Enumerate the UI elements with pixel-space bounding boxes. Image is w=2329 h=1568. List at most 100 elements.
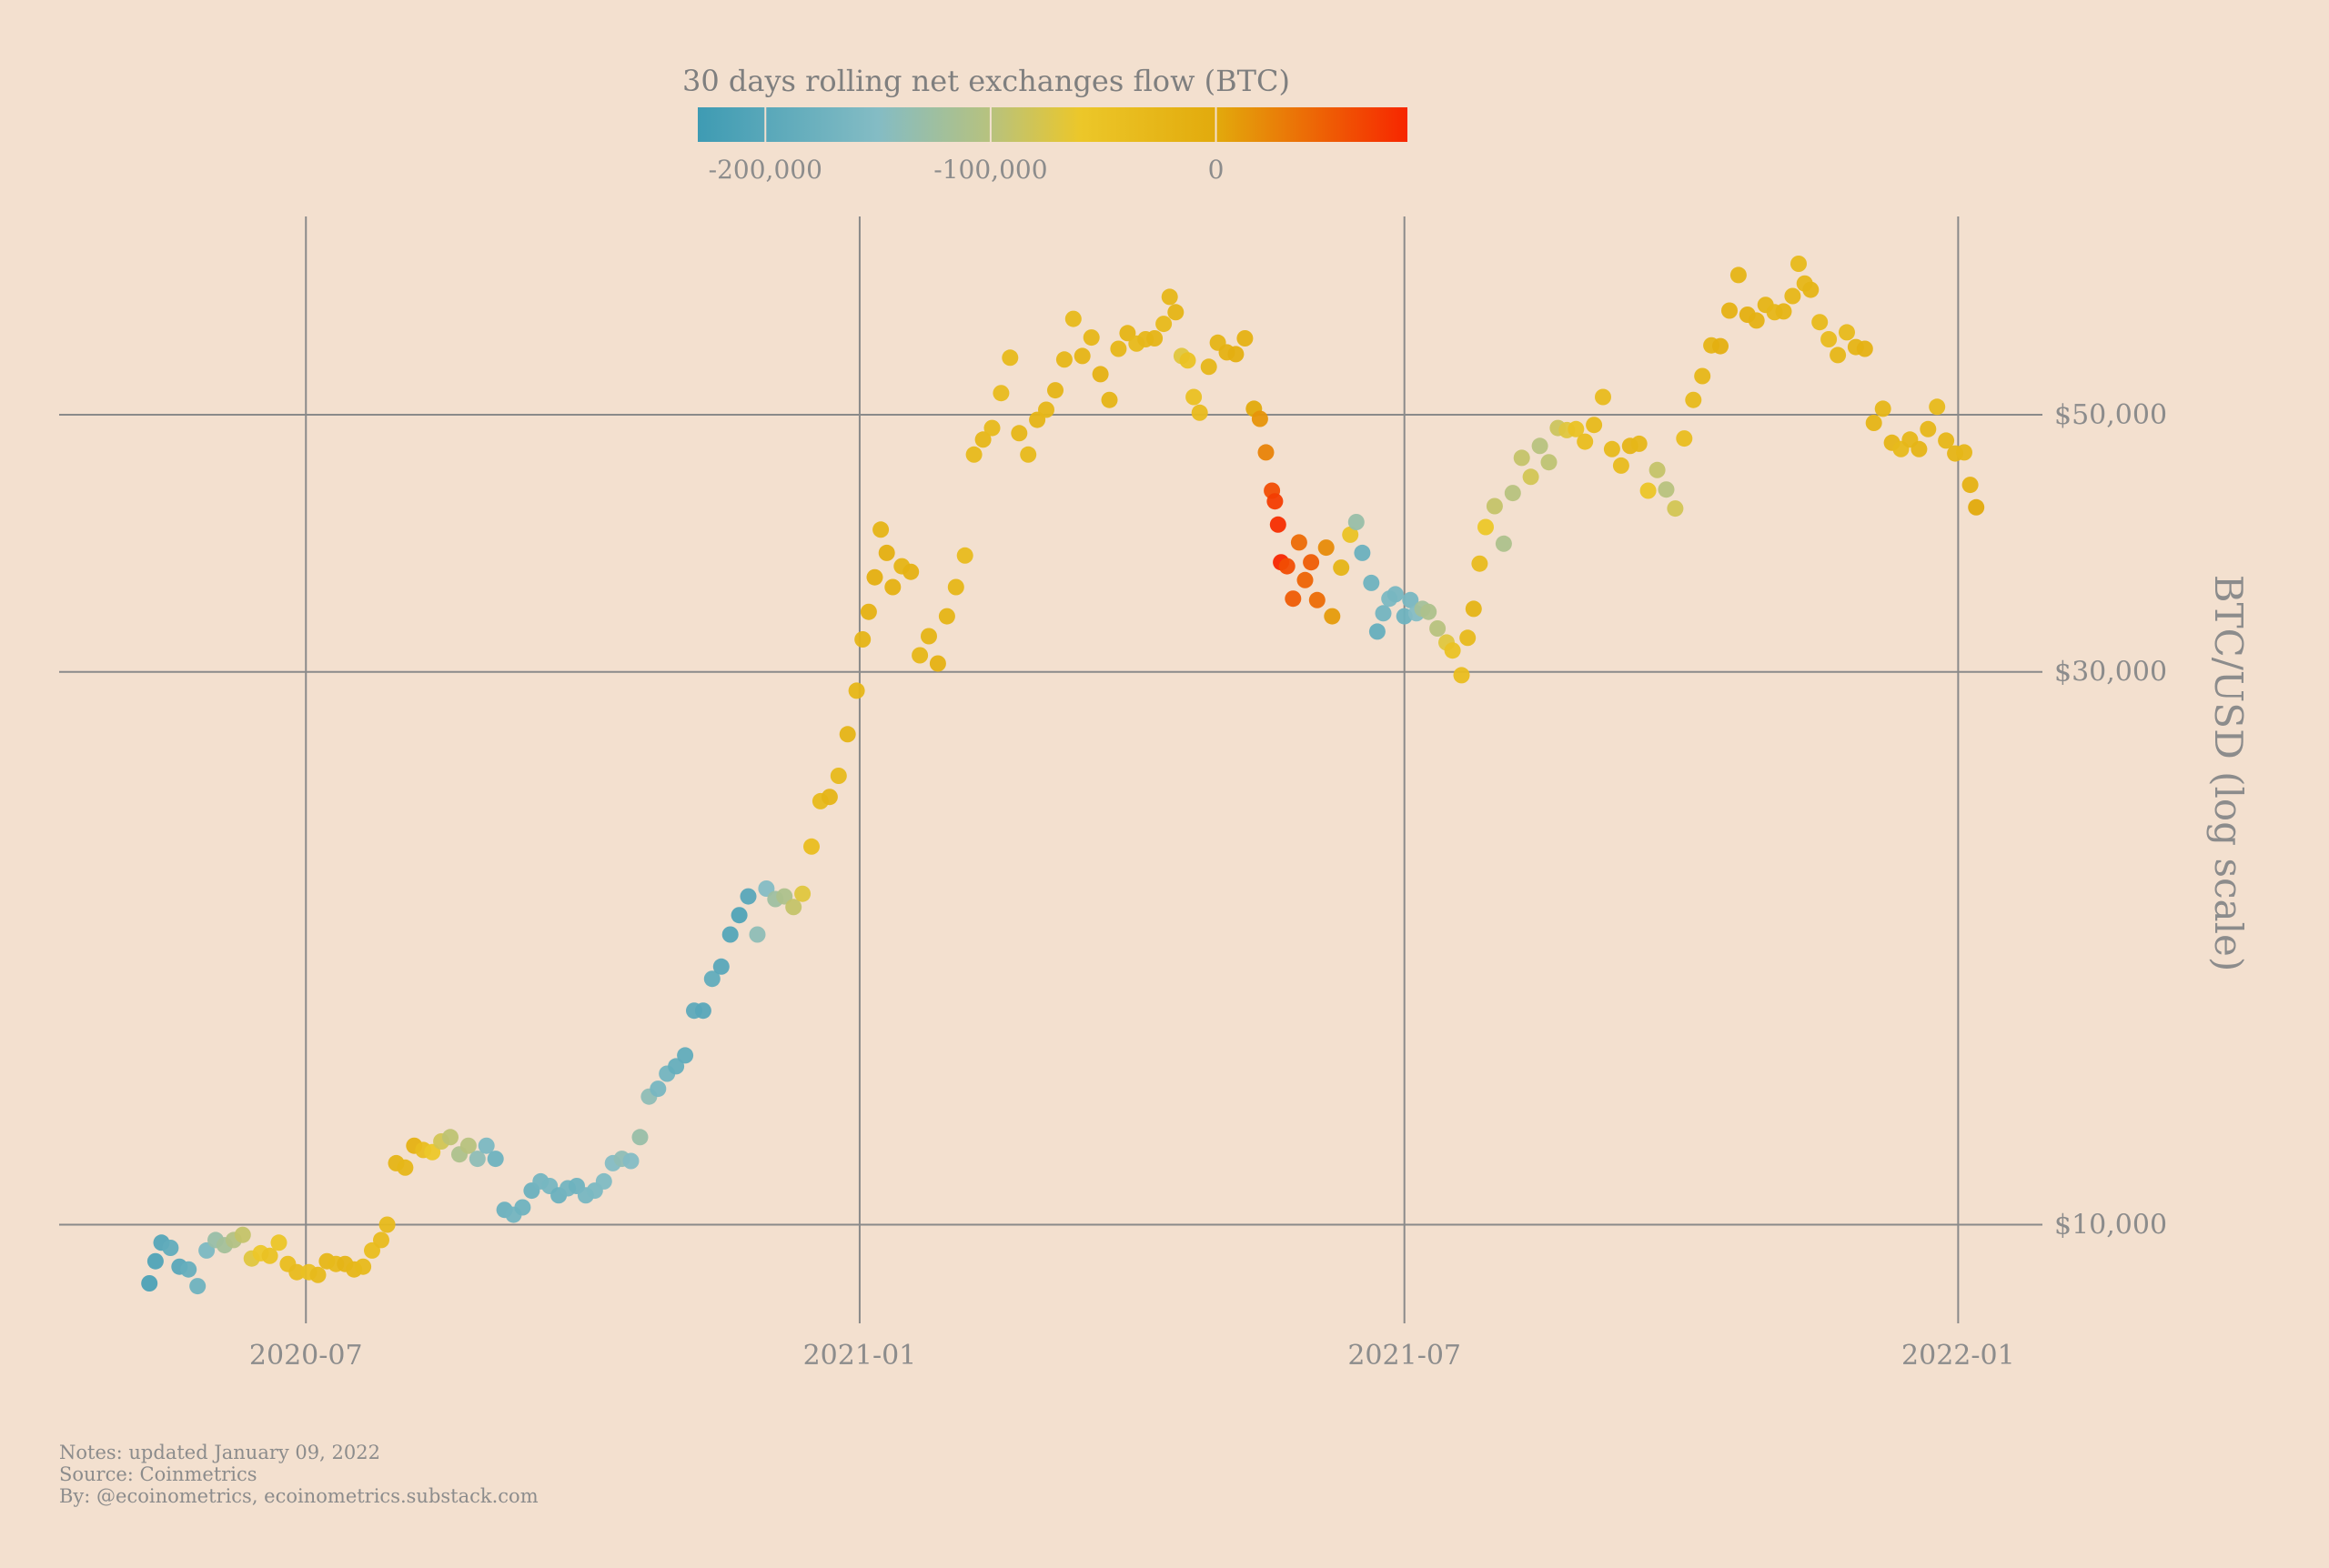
data-point <box>803 838 820 855</box>
data-point <box>1865 415 1882 431</box>
data-point <box>514 1199 531 1216</box>
data-point <box>1368 623 1386 640</box>
data-point <box>162 1240 179 1256</box>
data-point <box>1911 440 1928 457</box>
data-point <box>1630 435 1648 452</box>
data-point <box>373 1231 389 1249</box>
data-point <box>234 1226 251 1243</box>
data-point <box>397 1159 414 1176</box>
data-point <box>694 1002 711 1020</box>
data-point <box>1802 281 1820 298</box>
data-point <box>1324 608 1341 625</box>
data-point <box>1568 420 1585 437</box>
data-point <box>983 419 1001 437</box>
data-point <box>1402 591 1419 608</box>
data-point <box>469 1151 486 1168</box>
data-point <box>1333 559 1350 577</box>
notes-source: Source: Coinmetrics <box>59 1463 257 1485</box>
data-point <box>1540 454 1558 471</box>
data-point <box>1167 304 1185 321</box>
colorbar-title: 30 days rolling net exchanges flow (BTC) <box>682 64 1290 98</box>
data-point <box>1586 417 1603 434</box>
data-point <box>712 958 730 975</box>
data-point <box>1459 629 1477 647</box>
data-point <box>1200 358 1217 376</box>
data-point <box>1676 430 1693 447</box>
data-point <box>731 907 748 924</box>
data-point <box>1101 391 1118 408</box>
data-point <box>1444 642 1461 659</box>
colorbar-gradient <box>698 107 1407 142</box>
data-point <box>424 1143 441 1161</box>
data-point <box>1161 288 1178 306</box>
data-point <box>1612 457 1629 474</box>
data-point <box>974 431 992 448</box>
data-point <box>1522 468 1539 486</box>
data-point <box>622 1152 640 1170</box>
data-point <box>860 603 877 620</box>
data-point <box>1354 544 1371 561</box>
data-point <box>1266 493 1284 510</box>
data-point <box>1011 425 1028 442</box>
data-point <box>1038 401 1054 418</box>
data-point <box>1269 516 1286 533</box>
notes-author: By: @ecoinometrics, ecoinometrics.substa… <box>59 1485 539 1507</box>
data-point <box>848 682 865 699</box>
data-point <box>442 1129 459 1146</box>
data-point <box>912 647 929 664</box>
data-point <box>929 655 946 672</box>
data-point <box>1729 266 1747 284</box>
data-point <box>487 1151 504 1168</box>
data-point <box>1929 398 1946 416</box>
data-point <box>794 885 812 902</box>
data-point <box>1020 446 1037 463</box>
data-point <box>1465 600 1482 618</box>
colorbar-legend: 30 days rolling net exchanges flow (BTC)… <box>682 64 1407 185</box>
data-point <box>1055 351 1073 368</box>
y-tick-label: $30,000 <box>2054 657 2167 689</box>
data-point <box>821 789 838 806</box>
data-point <box>1856 340 1873 357</box>
data-point <box>189 1278 207 1295</box>
data-point <box>1308 591 1326 608</box>
data-point <box>1227 346 1245 363</box>
data-point <box>1874 400 1891 417</box>
data-point <box>270 1234 287 1251</box>
data-point <box>677 1047 694 1064</box>
data-point <box>650 1081 667 1098</box>
data-point <box>1363 574 1380 591</box>
y-tick-label: $50,000 <box>2054 399 2167 431</box>
data-point <box>1342 526 1359 543</box>
data-point <box>355 1258 372 1275</box>
data-point <box>459 1137 477 1154</box>
data-point <box>1658 481 1675 498</box>
notes-updated: Notes: updated January 09, 2022 <box>59 1442 380 1463</box>
data-point <box>1092 366 1109 383</box>
data-point <box>1074 347 1091 365</box>
data-point <box>631 1129 649 1146</box>
x-tick-label: 2021-07 <box>1347 1340 1461 1372</box>
data-point <box>830 768 847 784</box>
data-point <box>1296 571 1314 588</box>
data-point <box>1938 432 1955 449</box>
grid-lines <box>59 216 2042 1323</box>
data-point <box>180 1261 197 1278</box>
data-point <box>1961 477 1979 494</box>
data-point <box>1839 324 1855 341</box>
data-point <box>595 1172 612 1190</box>
data-point <box>1420 603 1437 620</box>
data-point <box>1110 340 1127 357</box>
data-point <box>1278 558 1296 575</box>
data-point <box>1064 310 1082 327</box>
footnotes: Notes: updated January 09, 2022 Source: … <box>59 1442 539 1507</box>
data-point <box>1083 329 1100 347</box>
data-points <box>141 256 1985 1295</box>
data-point <box>261 1247 278 1264</box>
data-point <box>1185 388 1203 406</box>
data-point <box>146 1252 164 1270</box>
data-point <box>776 888 793 905</box>
data-point <box>703 970 721 988</box>
data-point <box>288 1263 306 1281</box>
x-tick-label: 2022-01 <box>1901 1340 2015 1372</box>
data-point <box>1956 444 1972 461</box>
